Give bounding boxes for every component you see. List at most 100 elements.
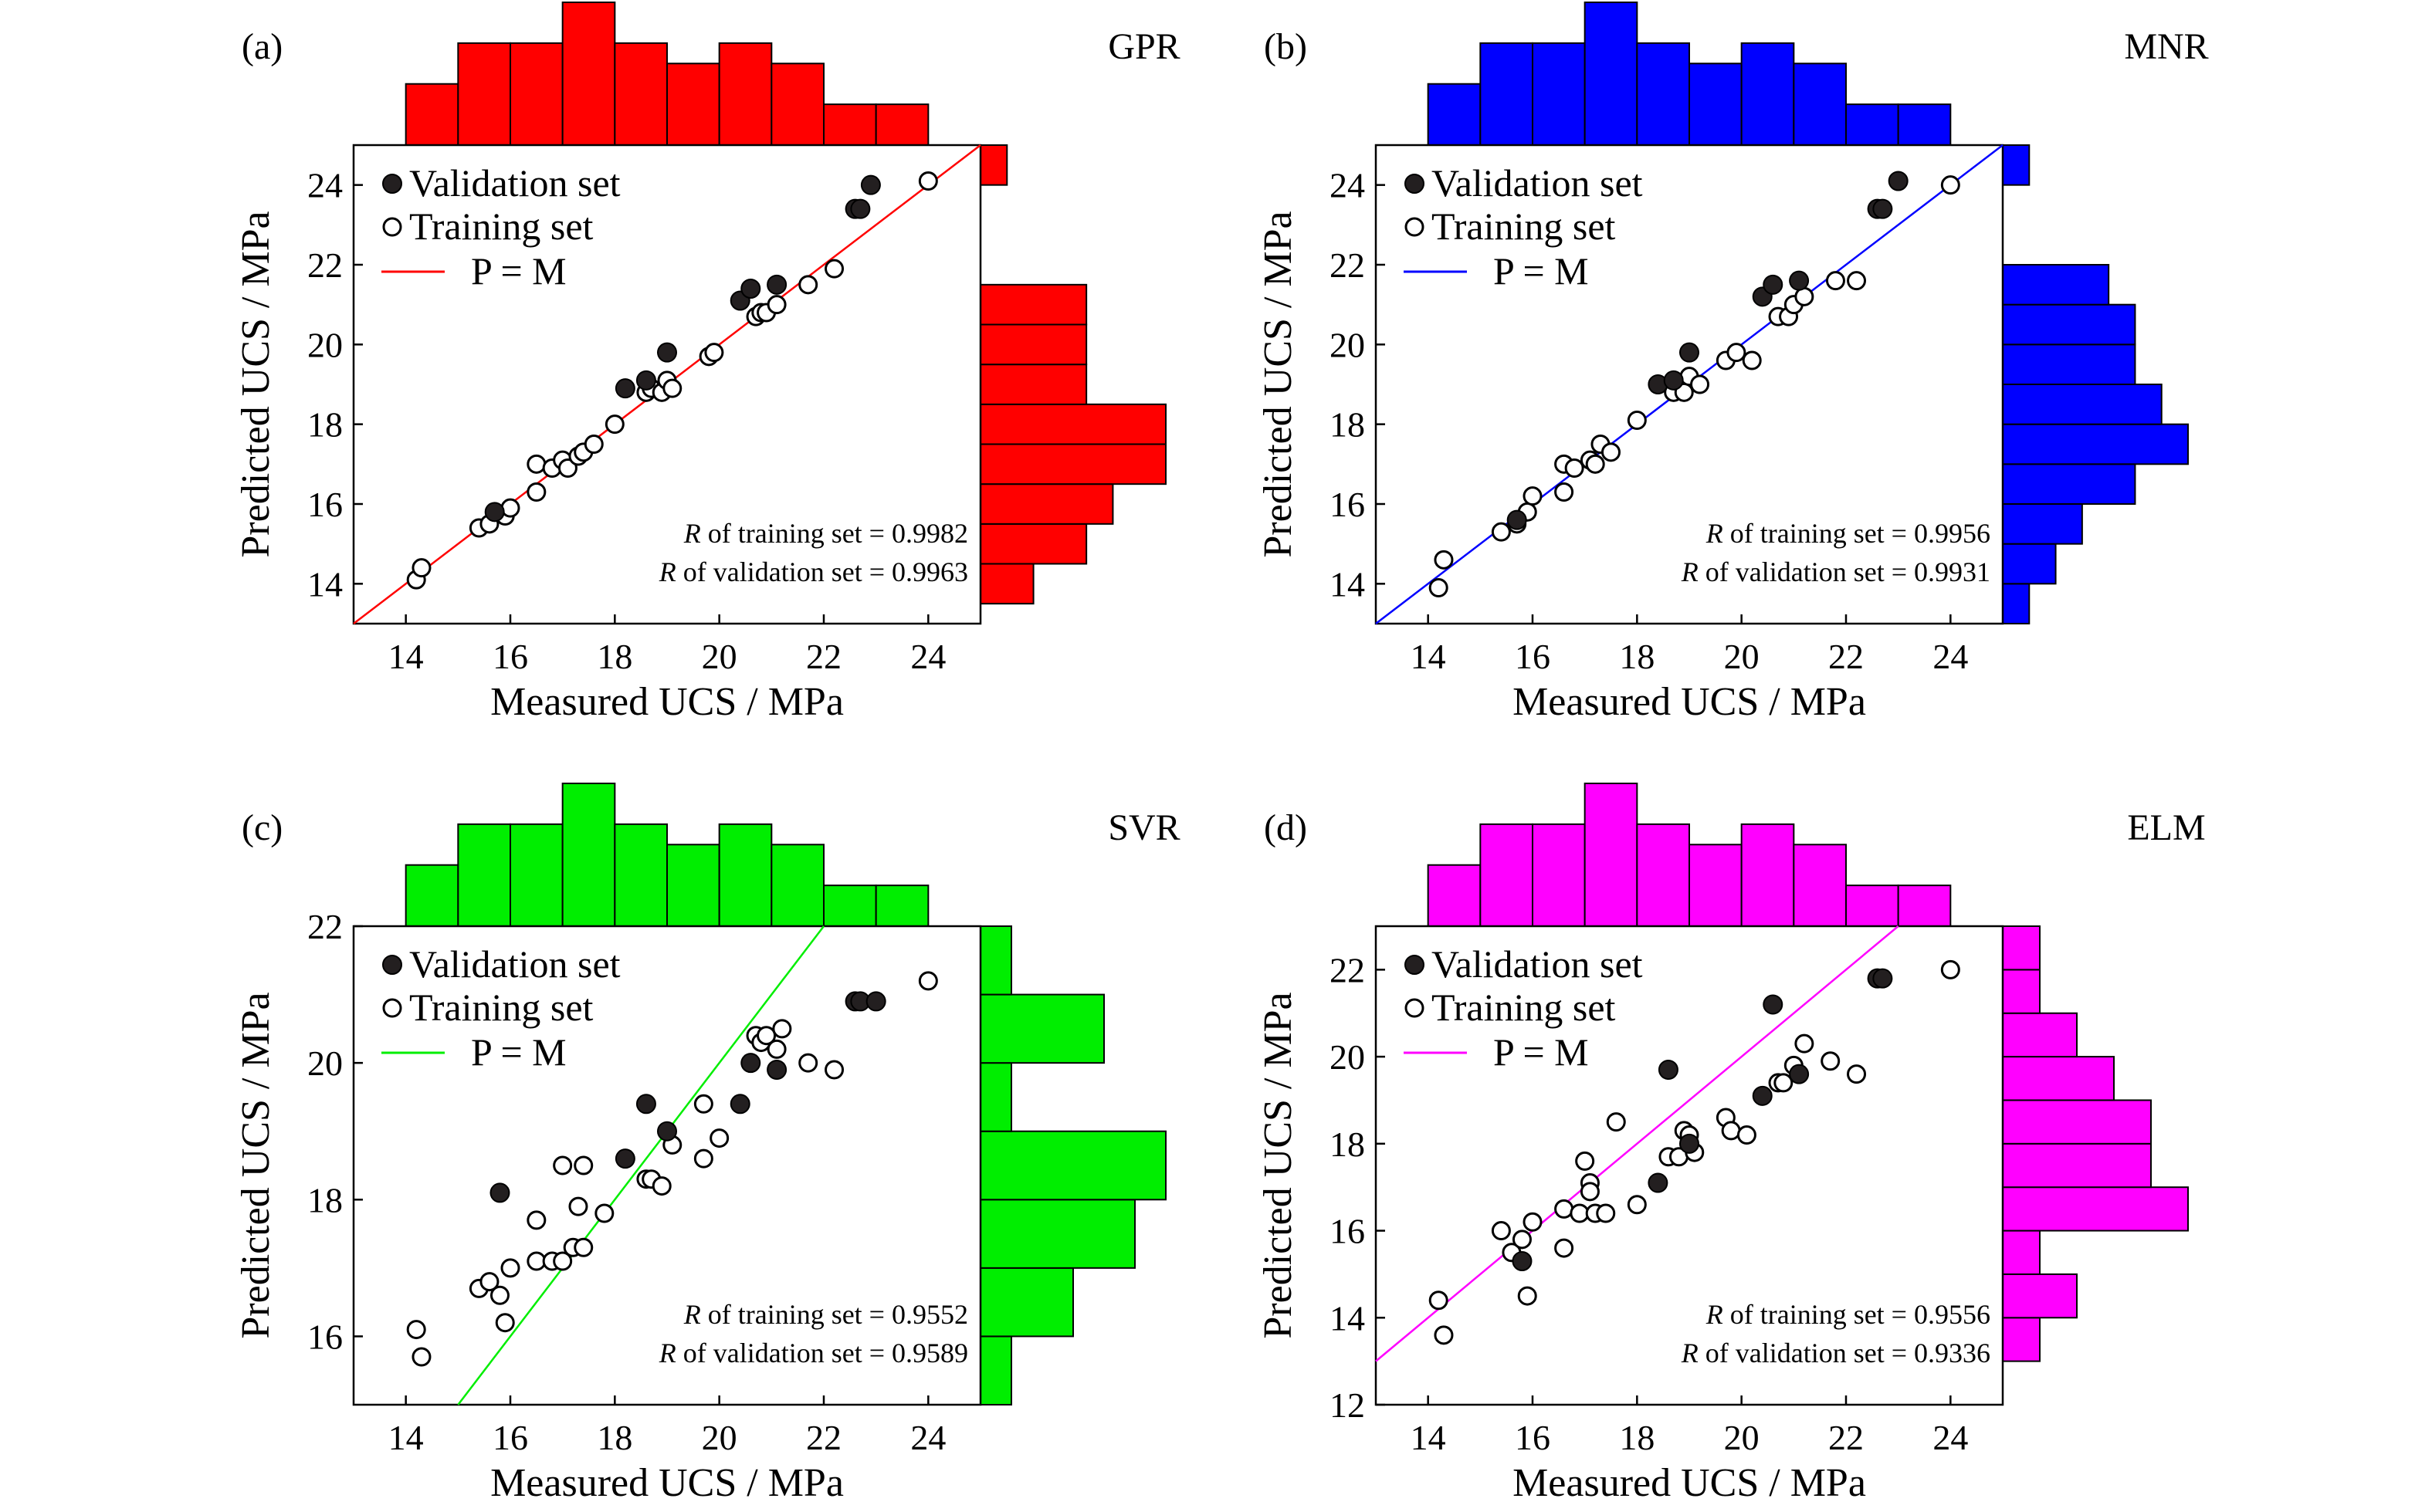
training-point <box>1434 1325 1454 1345</box>
panel-letter: (a) <box>242 26 283 67</box>
x-tick-label: 24 <box>910 637 946 676</box>
training-point <box>1742 350 1762 370</box>
training-point <box>1491 522 1511 542</box>
x-tick-label: 18 <box>597 637 632 676</box>
r-validation-text: R of validation set = 0.9589 <box>659 1338 968 1368</box>
y-tick-label: 14 <box>1329 1298 1365 1338</box>
plot-frame <box>1374 925 2004 1406</box>
validation-point <box>615 1148 635 1169</box>
training-point <box>918 171 938 191</box>
validation-point <box>1789 270 1810 291</box>
validation-point <box>1752 1085 1773 1106</box>
model-name: SVR <box>1108 807 1180 848</box>
histogram-right-bar <box>2002 503 2083 545</box>
r-training-value: 0.9552 <box>892 1299 968 1330</box>
histogram-right-bar <box>2002 583 2031 624</box>
y-axis-title: Predicted UCS / MPa <box>234 992 278 1338</box>
histogram-top-bar <box>1479 42 1534 146</box>
x-tick-label: 14 <box>1411 637 1446 676</box>
training-point <box>1627 1195 1647 1215</box>
validation-point <box>1506 509 1527 530</box>
r-validation-label: of validation set = <box>1699 556 1914 587</box>
legend-training-label: Training set <box>409 986 594 1029</box>
training-point <box>825 259 845 279</box>
x-tick-label: 16 <box>493 1418 528 1457</box>
training-point <box>693 1094 713 1114</box>
training-point <box>479 1272 500 1292</box>
histogram-right-bar <box>980 323 1088 366</box>
validation-point <box>635 370 656 391</box>
validation-point <box>1763 994 1783 1015</box>
panel-letter: (c) <box>242 807 283 848</box>
validation-point <box>850 198 871 219</box>
legend-line-label: P = M <box>471 249 567 293</box>
x-tick-label: 14 <box>1411 1418 1446 1457</box>
validation-point <box>615 378 635 399</box>
training-point <box>553 1155 573 1175</box>
training-point <box>1428 1290 1448 1311</box>
r-validation-label: of validation set = <box>676 1338 892 1368</box>
training-point <box>574 1237 594 1257</box>
r-validation-value: 0.9963 <box>892 556 968 587</box>
histogram-top-bar <box>1584 783 1638 927</box>
histogram-top-bar <box>823 885 877 927</box>
chart-panel-elm: 14 16 18 20 22 24 12 14 16 18 20 22 Measured UCS / M… <box>1256 783 2206 1505</box>
histogram-top-bar <box>823 103 877 146</box>
legend-validation-label: Validation set <box>1431 942 1643 986</box>
training-point <box>1726 343 1746 363</box>
legend-line-label: P = M <box>471 1030 567 1074</box>
chart-panel-mnr: 14 16 18 20 22 24 14 16 18 20 22 24 Measured UCS / M… <box>1256 2 2209 724</box>
x-tick-label: 18 <box>597 1418 632 1457</box>
training-point <box>1554 482 1574 502</box>
x-tick-label: 16 <box>493 637 528 676</box>
validation-point <box>1763 274 1783 295</box>
x-tick-label: 22 <box>806 637 842 676</box>
r-symbol: R <box>659 556 676 587</box>
legend-line-label: P = M <box>1493 249 1589 293</box>
histogram-right-bar <box>980 483 1114 525</box>
training-point <box>757 1026 777 1046</box>
y-tick-label: 24 <box>307 166 343 205</box>
validation-point <box>740 1053 761 1074</box>
histogram-right-bar <box>2002 264 2110 306</box>
legend-validation-label: Validation set <box>409 942 621 986</box>
y-tick-label: 20 <box>307 1044 343 1083</box>
training-point <box>798 1053 818 1073</box>
r-symbol: R <box>683 1299 701 1330</box>
validation-point <box>1679 342 1699 363</box>
validation-point <box>1658 1060 1678 1080</box>
training-point <box>594 1203 615 1223</box>
histogram-right-bar <box>2002 303 2136 346</box>
training-point <box>1825 271 1845 291</box>
histogram-right-bar <box>2002 144 2031 186</box>
histogram-right-bar <box>2002 423 2189 465</box>
x-tick-label: 16 <box>1515 1418 1550 1457</box>
histogram-right-bar <box>980 1130 1167 1201</box>
validation-point <box>635 1094 656 1115</box>
training-point <box>1512 1230 1532 1250</box>
histogram-top-bar <box>1636 823 1690 928</box>
r-validation-value: 0.9931 <box>1914 556 1990 587</box>
r-validation-value: 0.9589 <box>892 1338 968 1368</box>
y-tick-label: 22 <box>1329 245 1365 285</box>
legend-training-marker <box>382 217 402 237</box>
x-tick-label: 20 <box>702 1418 737 1457</box>
chart-panel-svr: 14 16 18 20 22 24 16 18 20 22 Measured UCS / MPa Pr… <box>234 783 1180 1505</box>
histogram-top-bar <box>1740 823 1795 928</box>
histogram-top-bar <box>666 844 720 928</box>
histogram-top-bar <box>718 42 773 146</box>
x-tick-label: 22 <box>1828 637 1864 676</box>
y-tick-label: 12 <box>1329 1385 1365 1425</box>
training-point <box>918 971 938 991</box>
legend-validation-marker <box>1404 955 1424 975</box>
training-point <box>1428 578 1448 597</box>
x-axis-title: Measured UCS / MPa <box>490 1461 844 1505</box>
y-tick-label: 22 <box>307 245 343 285</box>
y-axis-title: Predicted UCS / MPa <box>1256 211 1300 557</box>
r-symbol: R <box>659 1338 676 1368</box>
histogram-top-bar <box>1845 885 1899 927</box>
y-tick-label: 18 <box>1329 405 1365 445</box>
y-axis-title: Predicted UCS / MPa <box>234 211 278 557</box>
validation-point <box>730 1094 750 1115</box>
training-point <box>553 1251 573 1271</box>
